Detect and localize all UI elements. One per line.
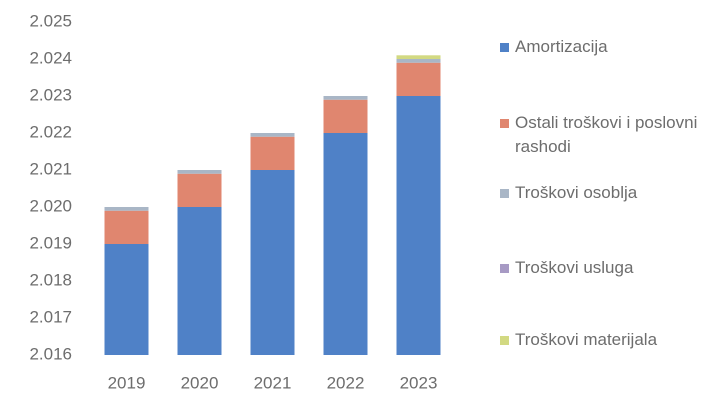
bar-segment <box>323 133 368 355</box>
bar-segment <box>177 207 222 355</box>
legend-swatch <box>500 189 509 198</box>
legend-item: Ostali troškovi i poslovni rashodi <box>500 111 705 159</box>
bar-segment <box>396 55 441 59</box>
y-tick-label: 2.023 <box>29 85 72 104</box>
x-tick-label: 2019 <box>108 373 146 392</box>
legend-label: Troškovi materijala <box>515 330 658 349</box>
bar-segment <box>104 210 149 244</box>
legend-label: Ostali troškovi i poslovni rashodi <box>515 113 698 156</box>
bar-segment <box>104 244 149 355</box>
legend-swatch <box>500 119 509 128</box>
bar-segment <box>177 170 222 174</box>
y-tick-label: 2.021 <box>29 159 72 178</box>
legend-item: Troškovi usluga <box>500 256 705 280</box>
bar-segment <box>250 136 295 170</box>
legend-swatch <box>500 264 509 273</box>
bar-segment <box>104 207 149 211</box>
bar-segment <box>396 96 441 355</box>
bar-segment <box>177 173 222 207</box>
y-tick-label: 2.019 <box>29 233 72 252</box>
bar-segment <box>396 59 441 63</box>
bar-segment <box>323 96 368 100</box>
y-tick-label: 2.020 <box>29 196 72 215</box>
y-tick-label: 2.024 <box>29 48 72 67</box>
y-tick-label: 2.025 <box>29 11 72 30</box>
y-tick-label: 2.017 <box>29 307 72 326</box>
legend-item: Troškovi osoblja <box>500 181 705 205</box>
legend-swatch <box>500 336 509 345</box>
legend-label: Troškovi usluga <box>515 258 634 277</box>
bar-segment <box>250 170 295 355</box>
y-tick-label: 2.018 <box>29 270 72 289</box>
legend-label: Troškovi osoblja <box>515 183 638 202</box>
y-tick-label: 2.016 <box>29 344 72 363</box>
legend-swatch <box>500 43 509 52</box>
bar-segment <box>396 62 441 96</box>
y-tick-label: 2.022 <box>29 122 72 141</box>
bar-segment <box>250 133 295 137</box>
bar-segment <box>323 99 368 133</box>
x-tick-label: 2021 <box>254 373 292 392</box>
x-tick-label: 2020 <box>181 373 219 392</box>
x-tick-label: 2022 <box>327 373 365 392</box>
plot: 2.016 2.017 2.018 2.019 2.020 2.021 2.022 2.023… <box>29 11 441 392</box>
legend-item: Troškovi materijala <box>500 328 705 352</box>
legend-label: Amortizacija <box>515 37 608 56</box>
x-tick-label: 2023 <box>400 373 438 392</box>
legend-item: Amortizacija <box>500 35 705 59</box>
